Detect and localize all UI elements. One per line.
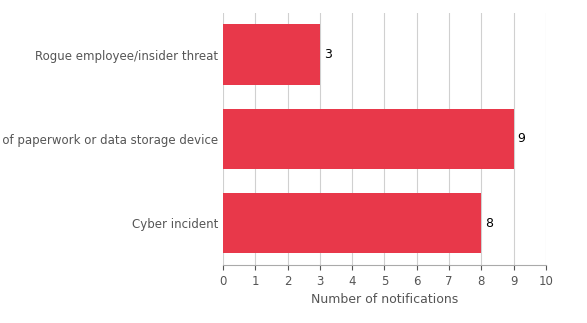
Bar — [223, 24, 320, 85]
Text: 8: 8 — [485, 217, 493, 230]
Text: 3: 3 — [324, 48, 332, 61]
Bar — [223, 109, 514, 169]
Bar — [223, 193, 481, 254]
X-axis label: Number of notifications: Number of notifications — [311, 293, 458, 306]
Text: 9: 9 — [518, 132, 525, 145]
